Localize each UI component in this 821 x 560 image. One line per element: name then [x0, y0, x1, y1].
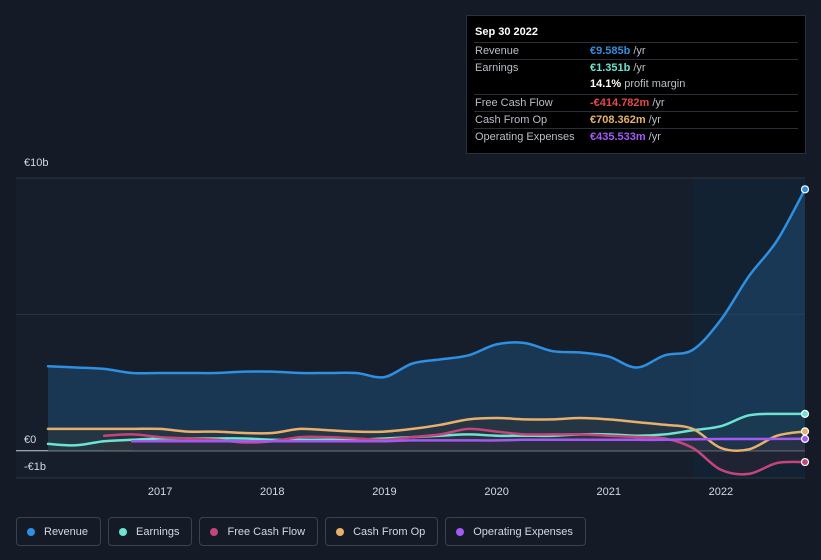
y-axis-labels: €10b €0 -€1b	[24, 157, 48, 473]
endpoint-free-cash-flow[interactable]	[800, 457, 810, 467]
tooltip-row-unit: /yr	[648, 130, 661, 143]
tooltip-row: Cash From Op €708.362m/yr	[474, 110, 798, 128]
tooltip-row-label: Revenue	[475, 45, 520, 57]
legend-item-earnings[interactable]: Earnings	[108, 517, 193, 546]
tooltip-row-label: Cash From Op	[475, 113, 548, 126]
endpoint-cash-from-op[interactable]	[800, 427, 810, 436]
legend-item-cash-from-op[interactable]: Cash From Op	[325, 517, 439, 546]
endpoint-earnings[interactable]	[800, 409, 810, 418]
x-tick-label: 2022	[709, 486, 733, 498]
legend-item-free-cash-flow[interactable]: Free Cash Flow	[199, 517, 319, 546]
tooltip-row: Operating Expenses €435.533m/yr	[474, 127, 798, 145]
legend: Revenue Earnings Free Cash Flow Cash From O…	[16, 517, 586, 546]
legend-dot-icon	[119, 527, 128, 536]
legend-label: Earnings	[136, 525, 180, 538]
tooltip-row-unit: /yr	[633, 45, 646, 57]
legend-label: Free Cash Flow	[227, 525, 306, 538]
tooltip-row-unit: /yr	[633, 62, 646, 75]
endpoint-operating-expenses[interactable]	[800, 434, 810, 443]
line-operating-expenses	[130, 437, 807, 443]
tooltip-panel: Sep 30 2022 Revenue €9.585b/yr Earnings €1.…	[466, 15, 806, 154]
x-tick-label: 2021	[596, 486, 620, 498]
series-lines	[46, 188, 807, 476]
tooltip-row-value: €435.533m	[590, 130, 646, 143]
legend-label: Revenue	[44, 525, 89, 538]
tooltip-row-label: Operating Expenses	[475, 130, 575, 143]
tooltip-row-unit: /yr	[652, 96, 665, 109]
x-tick-label: 2017	[148, 486, 172, 498]
tooltip-row: Earnings €1.351b/yr	[474, 59, 798, 76]
tooltip-rows: Revenue €9.585b/yr Earnings €1.351b/yr 14.1%…	[474, 42, 798, 145]
tooltip-row-unit: /yr	[648, 113, 661, 126]
tooltip-row: Revenue €9.585b/yr	[474, 42, 798, 59]
area-revenue	[48, 189, 805, 451]
series-endpoints[interactable]	[800, 185, 810, 467]
legend-item-revenue[interactable]: Revenue	[16, 517, 102, 546]
endpoint-revenue[interactable]	[800, 185, 810, 194]
y-tick-label: €0	[24, 434, 36, 446]
legend-label: Operating Expenses	[473, 525, 573, 538]
tooltip-row-label: Free Cash Flow	[475, 96, 553, 109]
y-tick-label: €10b	[24, 157, 48, 169]
legend-item-operating-expenses[interactable]: Operating Expenses	[445, 517, 586, 546]
x-axis-labels: 2017 2018 2019 2020 2021 2022	[148, 486, 733, 498]
tooltip-date: Sep 30 2022	[475, 26, 538, 38]
line-revenue	[46, 188, 807, 379]
tooltip-row-unit: profit margin	[624, 78, 686, 91]
chart-area: €10b €0 -€1b 2017 2018 2019 2020 2021 2022	[16, 157, 810, 498]
x-tick-label: 2020	[484, 486, 508, 498]
legend-dot-icon	[336, 527, 345, 536]
legend-label: Cash From Op	[353, 525, 426, 538]
legend-dot-icon	[456, 527, 465, 536]
tooltip-row: 14.1% profit margin	[474, 76, 798, 93]
tooltip-row-value: €9.585b	[590, 45, 631, 57]
x-tick-label: 2018	[260, 486, 284, 498]
x-tick-label: 2019	[372, 486, 396, 498]
legend-dot-icon	[210, 527, 219, 536]
tooltip-row-label: Earnings	[475, 62, 519, 75]
gridlines	[16, 177, 805, 479]
tooltip-row-value: €708.362m	[590, 113, 646, 126]
line-cash-from-op	[46, 416, 807, 452]
legend-dot-icon	[27, 527, 35, 536]
tooltip-row-label	[474, 76, 590, 93]
tooltip-row-value: 14.1%	[590, 78, 622, 91]
y-tick-label: -€1b	[24, 461, 46, 473]
tooltip-row: Free Cash Flow -€414.782m/yr	[474, 93, 798, 111]
tooltip-row-value: €1.351b	[590, 62, 631, 75]
tooltip-row-value: -€414.782m	[590, 96, 650, 109]
